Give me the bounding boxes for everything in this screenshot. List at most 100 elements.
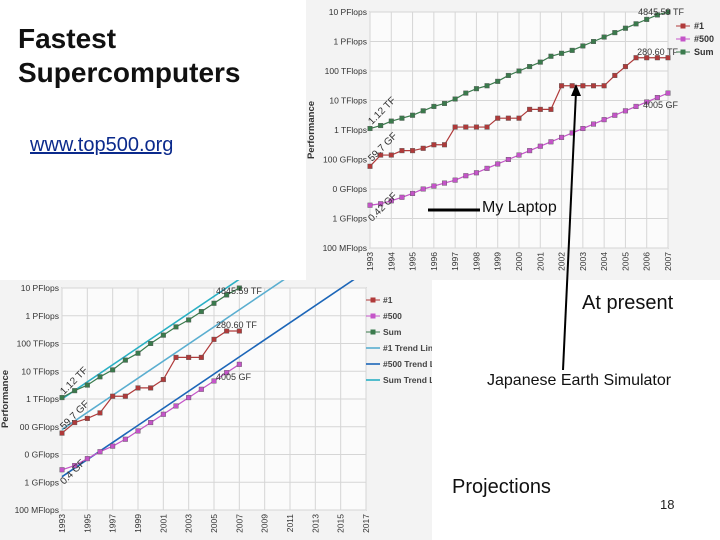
top-ytick-label: 1 TFlops: [334, 125, 367, 135]
bottom-n500-point: [72, 463, 78, 469]
top-xtick-label: 2006: [642, 252, 652, 271]
bottom-n1-point: [72, 420, 78, 426]
top-ytick-label: 10 PFlops: [329, 7, 367, 17]
top-n500-point: [388, 198, 394, 204]
bottom-n1-point: [211, 336, 217, 342]
top-n1-point: [420, 145, 426, 151]
bottom-xtick-label: 2003: [184, 514, 194, 533]
bottom-legend-label-sum: Sum: [383, 327, 402, 337]
bottom-sum-point: [236, 285, 242, 291]
top-xtick-label: 2002: [557, 252, 567, 271]
top-ytick-label: 1 PFlops: [333, 37, 367, 47]
top-sum-point: [473, 86, 479, 92]
top-n1-point: [452, 124, 458, 130]
top-n1-point: [622, 64, 628, 70]
top-sum-point: [399, 115, 405, 121]
bottom-ytick-label: 0 GFlops: [25, 450, 60, 460]
top-ylabel: Performance: [306, 101, 317, 159]
bottom-legend-marker: [370, 297, 376, 303]
top500-chart-projections: 10 PFlops 1 PFlops 100 TFlops 10 TFlops 1 TF…: [0, 280, 432, 540]
top-n500-end-label: 4005 GF: [643, 100, 679, 110]
top-n500-point: [495, 161, 501, 167]
top-n500-point: [601, 117, 607, 123]
earth-simulator-label: Japanese Earth Simulator: [487, 372, 672, 389]
bottom-n500-point: [59, 467, 65, 473]
top-n500-point: [441, 180, 447, 186]
top-n500-point: [473, 170, 479, 176]
top-n1-point: [580, 83, 586, 89]
bottom-n500-end-label: 4005 GF: [216, 372, 252, 382]
bottom-ytick-label: 10 PFlops: [21, 283, 59, 293]
bottom-ytick-label: 1 GFlops: [25, 477, 60, 487]
bottom-legend-label-trend_sum: Sum Trend Line: [383, 375, 432, 385]
top-n500-point: [367, 202, 373, 208]
bottom-xtick-label: 2001: [158, 514, 168, 533]
top-n500-point: [580, 126, 586, 132]
top-n500-point: [505, 156, 511, 162]
bottom-n500-point: [135, 428, 141, 434]
bottom-ytick-label: 10 TFlops: [21, 366, 59, 376]
top-xtick-label: 2004: [599, 252, 609, 271]
top-n500-point: [548, 139, 554, 145]
bottom-sum-point: [198, 309, 204, 315]
top-n1-point: [654, 55, 660, 61]
top-sum-point: [559, 50, 565, 56]
top-sum-point: [463, 90, 469, 96]
top-n1-point: [537, 106, 543, 112]
top-n1-point: [399, 148, 405, 154]
top-sum-point: [516, 68, 522, 74]
top-n1-point: [559, 83, 565, 89]
bottom-n1-point: [198, 354, 204, 360]
top-n1-point: [516, 115, 522, 121]
bottom-n1-end-label: 280.60 TF: [216, 320, 257, 330]
bottom-n1-point: [236, 328, 242, 334]
top500-link[interactable]: www.top500.org: [30, 134, 174, 156]
top-legend-label-sum: Sum: [694, 47, 714, 57]
bottom-xtick-label: 2017: [361, 514, 371, 533]
top-n1-point: [601, 83, 607, 89]
bottom-sum-point: [59, 395, 65, 401]
top-n1-point: [463, 124, 469, 130]
top-xtick-label: 2000: [514, 252, 524, 271]
top-sum-point: [484, 83, 490, 89]
top-n1-point: [441, 142, 447, 148]
top-sum-point: [569, 47, 575, 53]
bottom-ytick-label: 1 TFlops: [26, 394, 59, 404]
top-xtick-label: 1993: [365, 252, 375, 271]
top-n500-point: [622, 108, 628, 114]
bottom-legend-marker: [370, 313, 376, 319]
top-n500-point: [527, 148, 533, 154]
top-sum-point: [431, 103, 437, 109]
at-present-label: At present: [582, 292, 674, 314]
top-n500-point: [484, 165, 490, 171]
top-n500-point: [559, 134, 565, 140]
top-sum-point: [601, 34, 607, 40]
bottom-sum-point: [97, 374, 103, 380]
top-sum-point: [505, 72, 511, 78]
bottom-xtick-label: 2009: [260, 514, 270, 533]
bottom-n500-point: [148, 420, 154, 426]
top-sum-point: [612, 30, 618, 36]
bottom-n500-point: [224, 370, 230, 376]
top-sum-point: [548, 53, 554, 59]
top-legend-label-n1: #1: [694, 21, 704, 31]
bottom-trend_n500-line: [61, 280, 355, 478]
bottom-sum-point: [84, 382, 90, 388]
top-n1-point: [633, 55, 639, 61]
bottom-ytick-label: 100 MFlops: [15, 505, 59, 515]
top-sum-point: [633, 21, 639, 27]
top-ytick-label: 0 GFlops: [333, 184, 368, 194]
bottom-sum-point: [224, 292, 230, 298]
bottom-n1-point: [84, 415, 90, 421]
top-xtick-label: 2003: [578, 252, 588, 271]
top-n500-point: [463, 173, 469, 179]
top-legend-marker: [680, 36, 686, 42]
bottom-legend-label-trend_n1: #1 Trend Line: [383, 343, 432, 353]
top-sum-point: [495, 78, 501, 84]
bottom-ytick-label: 100 TFlops: [17, 339, 59, 349]
top-ytick-label: 100 GFlops: [323, 155, 367, 165]
bottom-sum-end-label: 4845.59 TF: [216, 286, 262, 296]
top-sum-point: [378, 123, 384, 129]
bottom-n1-point: [97, 410, 103, 416]
top-n1-point: [527, 106, 533, 112]
